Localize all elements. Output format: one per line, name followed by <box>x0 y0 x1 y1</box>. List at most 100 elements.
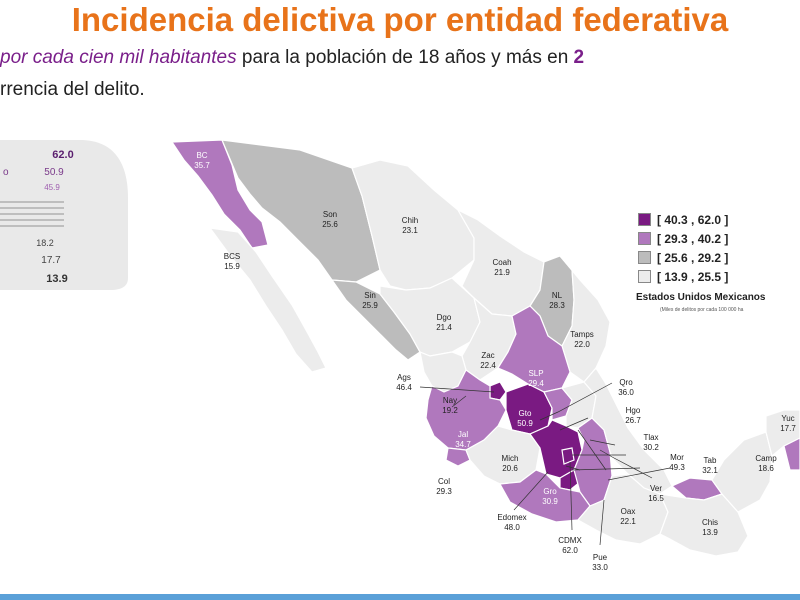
state-value-camp: 18.6 <box>758 464 774 473</box>
state-value-nl: 28.3 <box>549 301 565 310</box>
state-value-gto: 50.9 <box>517 419 533 428</box>
state-value-chih: 23.1 <box>402 226 418 235</box>
state-label-qro: Qro <box>619 378 633 387</box>
state-value-sin: 25.9 <box>362 301 378 310</box>
state-label-col: Col <box>438 477 450 486</box>
state-label-mor: Mor <box>670 453 684 462</box>
state-value-chis: 13.9 <box>702 528 718 537</box>
state-label-tamps: Tamps <box>570 330 594 339</box>
subtitle-line-2: rrencia del delito. <box>0 79 145 100</box>
state-value-pue: 33.0 <box>592 563 608 572</box>
state-qroo <box>783 437 800 471</box>
state-label-chih: Chih <box>402 216 418 225</box>
legend-swatch <box>638 251 651 264</box>
legend-item: [ 40.3 , 62.0 ] <box>638 210 728 229</box>
legend-title: Estados Unidos Mexicanos <box>636 292 766 303</box>
state-value-ags: 46.4 <box>396 383 412 392</box>
state-value-tab: 32.1 <box>702 466 718 475</box>
state-label-dgo: Dgo <box>437 313 452 322</box>
side-chart-lines <box>0 201 64 227</box>
state-label-hgo: Hgo <box>626 406 641 415</box>
side-value-3: 45.9 <box>44 183 60 192</box>
state-value-tamps: 22.0 <box>574 340 590 349</box>
state-value-yuc: 17.7 <box>780 424 796 433</box>
legend-label: [ 40.3 , 62.0 ] <box>657 212 729 227</box>
state-label-yuc: Yuc <box>781 414 794 423</box>
state-value-qro: 36.0 <box>618 388 634 397</box>
legend-swatch <box>638 270 651 283</box>
state-dgo <box>379 277 481 357</box>
state-value-oax: 22.1 <box>620 517 636 526</box>
state-label-tab: Tab <box>704 456 717 465</box>
state-label-camp: Camp <box>755 454 777 463</box>
state-sin <box>330 279 421 361</box>
state-ags <box>489 381 507 401</box>
map-legend: [ 40.3 , 62.0 ] [ 29.3 , 40.2 ] [ 25.6 ,… <box>638 210 728 286</box>
state-label-edomex: Edomex <box>497 513 526 522</box>
state-value-ver: 16.5 <box>648 494 664 503</box>
state-value-gro: 30.9 <box>542 497 558 506</box>
legend-subtitle: (Miles de delitos por cada 100 000 ha <box>660 307 744 313</box>
side-value-2: 50.9 <box>44 167 64 178</box>
state-value-mich: 20.6 <box>502 464 518 473</box>
state-label-ver: Ver <box>650 484 662 493</box>
page-title: Incidencia delictiva por entidad federat… <box>71 1 729 38</box>
state-value-mor: 49.3 <box>669 463 685 472</box>
state-label-nl: NL <box>552 291 563 300</box>
side-bar-chart: 62.0 o 50.9 45.9 18.2 17.7 13.9 <box>0 140 128 290</box>
state-label-slp: SLP <box>528 369 543 378</box>
state-value-edomex: 48.0 <box>504 523 520 532</box>
state-label-chis: Chis <box>702 518 718 527</box>
state-mich <box>465 425 541 485</box>
state-value-cdmx: 62.0 <box>562 546 578 555</box>
state-col <box>445 447 471 467</box>
subtitle: por cada cien mil habitantes para la pob… <box>0 46 584 70</box>
state-label-zac: Zac <box>481 351 494 360</box>
state-value-jal: 34.7 <box>455 440 471 449</box>
state-label-nay: Nay <box>443 396 457 405</box>
state-label-gto: Gto <box>519 409 532 418</box>
side-value-4: 18.2 <box>36 238 54 248</box>
side-chart-panel <box>0 140 128 290</box>
subtitle-year: 2 <box>573 47 585 68</box>
state-label-son: Son <box>323 210 337 219</box>
map-land <box>170 139 800 557</box>
state-value-col: 29.3 <box>436 487 452 496</box>
state-bcs <box>208 227 327 373</box>
legend-item: [ 13.9 , 25.5 ] <box>638 267 728 286</box>
state-label-ags: Ags <box>397 373 411 382</box>
legend-swatch <box>638 232 651 245</box>
side-value-1: 62.0 <box>52 149 73 161</box>
state-label-oax: Oax <box>621 507 636 516</box>
state-value-son: 25.6 <box>322 220 338 229</box>
state-value-hgo: 26.7 <box>625 416 641 425</box>
state-gro <box>499 469 591 523</box>
state-label-bc: BC <box>196 151 207 160</box>
state-value-coah: 21.9 <box>494 268 510 277</box>
legend-item: [ 29.3 , 40.2 ] <box>638 229 728 248</box>
legend-label: [ 29.3 , 40.2 ] <box>657 231 729 246</box>
state-bc <box>170 139 269 249</box>
side-label-fragment: o <box>3 167 9 178</box>
legend-label: [ 13.9 , 25.5 ] <box>657 269 729 284</box>
state-value-bcs: 15.9 <box>224 262 240 271</box>
state-label-sin: Sin <box>364 291 376 300</box>
state-label-gro: Gro <box>543 487 557 496</box>
state-label-tlax: Tlax <box>643 433 658 442</box>
subtitle-highlight: por cada cien mil habitantes <box>0 47 237 68</box>
subtitle-rest: para la población de 18 años y más en <box>236 47 574 68</box>
state-value-bc: 35.7 <box>194 161 210 170</box>
state-zac <box>461 296 517 381</box>
state-cdmx <box>561 447 575 465</box>
state-yuc <box>765 409 800 458</box>
state-label-jal: Jal <box>458 430 468 439</box>
side-value-6: 13.9 <box>46 273 67 285</box>
state-chis <box>659 493 749 557</box>
state-value-slp: 29.4 <box>528 379 544 388</box>
state-value-dgo: 21.4 <box>436 323 452 332</box>
leader-lines <box>419 382 671 546</box>
bottom-bar <box>0 594 800 600</box>
state-label-mich: Mich <box>502 454 519 463</box>
